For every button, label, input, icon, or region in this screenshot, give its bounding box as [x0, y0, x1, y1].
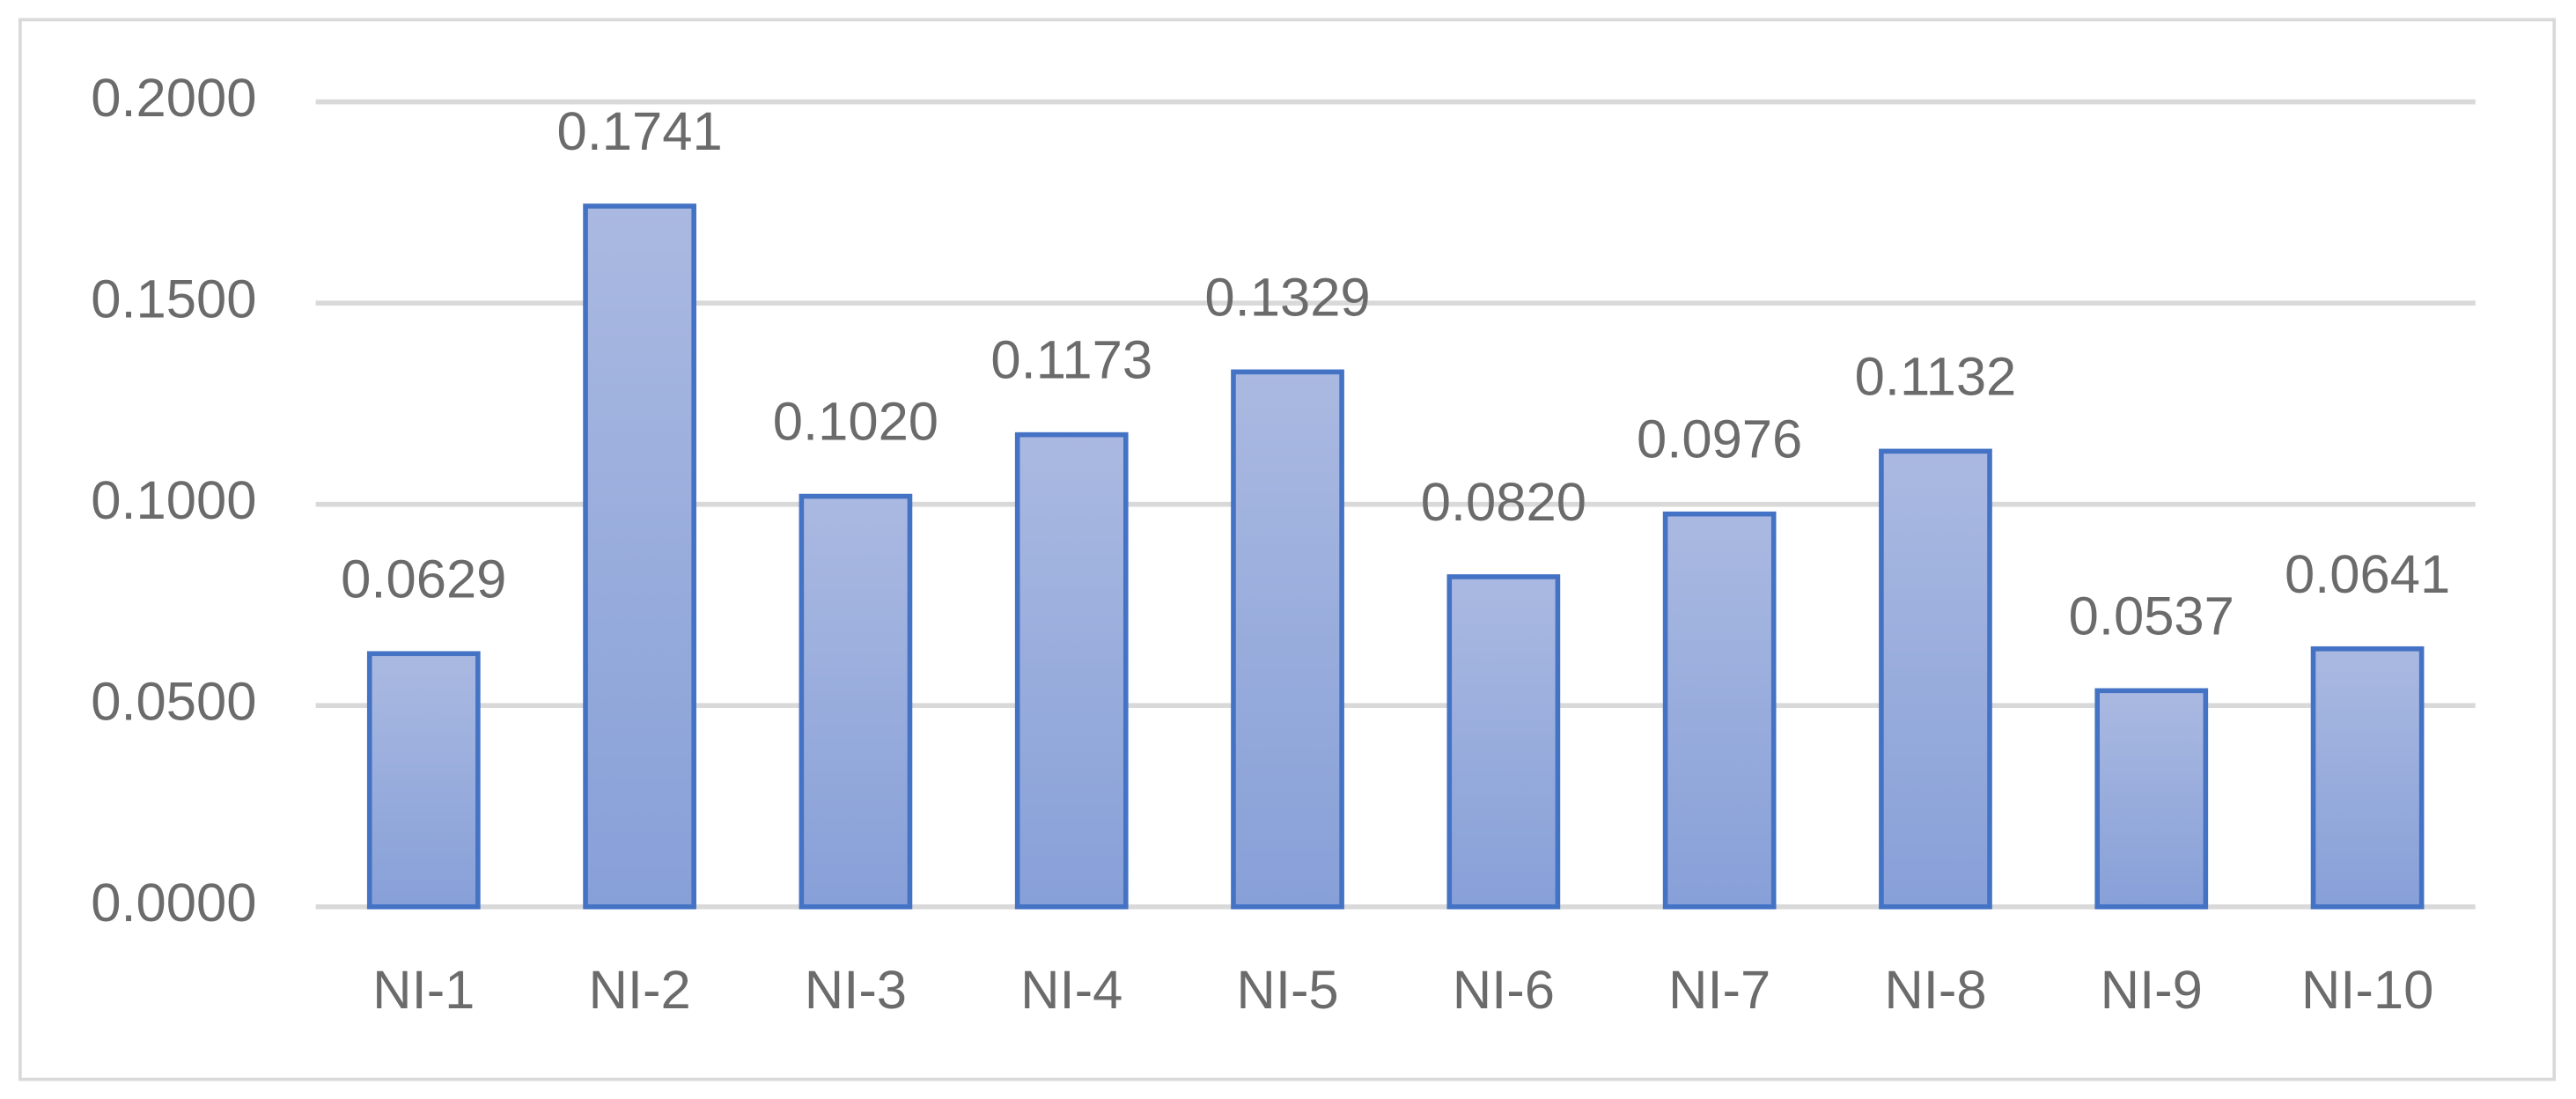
value-label: 0.1132: [1855, 346, 2017, 407]
bar: [1446, 574, 1561, 910]
x-tick-label: NI-9: [2101, 960, 2203, 1021]
value-label: 0.0537: [2069, 586, 2234, 646]
bar: [1662, 511, 1777, 910]
y-tick-label: 0.1500: [91, 269, 256, 329]
bar: [2310, 645, 2425, 910]
bar: [366, 651, 481, 910]
value-label: 0.0641: [2285, 544, 2450, 605]
y-tick-label: 0.1000: [91, 470, 256, 531]
y-tick-label: 0.0000: [91, 873, 256, 933]
bar: [1879, 448, 1992, 910]
bar: [1014, 431, 1129, 910]
x-tick-label: NI-8: [1884, 960, 1986, 1021]
value-label: 0.0820: [1421, 472, 1586, 533]
value-label: 0.1020: [773, 392, 938, 453]
y-tick-label: 0.2000: [91, 68, 256, 129]
bar: [1231, 369, 1344, 910]
value-label: 0.1741: [556, 101, 722, 162]
x-tick-label: NI-10: [2301, 960, 2434, 1021]
x-tick-label: NI-7: [1668, 960, 1770, 1021]
bar: [583, 203, 696, 910]
x-tick-label: NI-4: [1020, 960, 1122, 1021]
value-label: 0.1329: [1204, 267, 1370, 328]
value-label: 0.1173: [990, 330, 1152, 391]
y-tick-label: 0.0500: [91, 671, 256, 732]
value-label: 0.0629: [341, 549, 506, 609]
bar: [799, 493, 913, 910]
x-tick-label: NI-1: [372, 960, 475, 1021]
x-tick-label: NI-6: [1453, 960, 1555, 1021]
bar: [2094, 688, 2209, 910]
x-tick-label: NI-5: [1236, 960, 1338, 1021]
x-tick-label: NI-3: [805, 960, 907, 1021]
x-tick-label: NI-2: [588, 960, 690, 1021]
value-label: 0.0976: [1637, 409, 1802, 470]
